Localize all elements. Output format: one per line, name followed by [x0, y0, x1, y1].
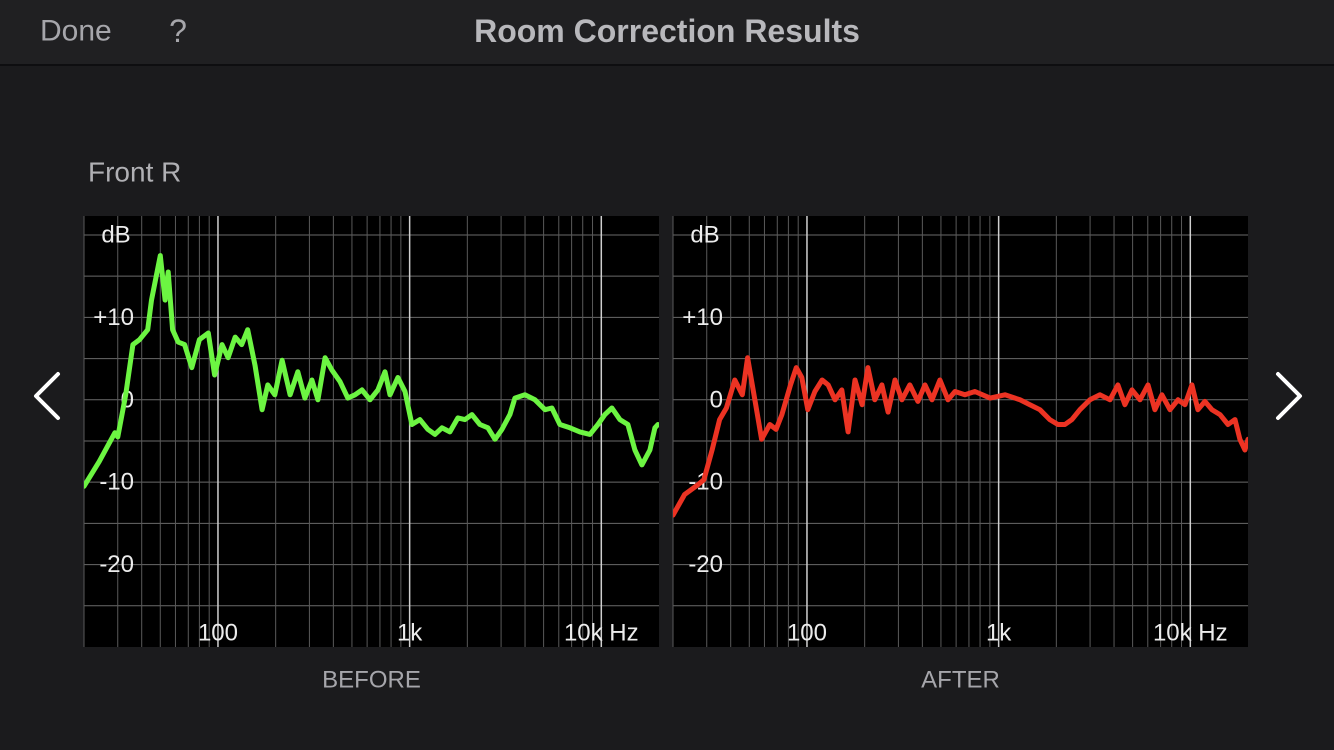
x-tick-label: 10k Hz — [564, 620, 639, 647]
x-tick-label: 1k — [397, 620, 423, 647]
y-tick-label: -20 — [99, 551, 134, 578]
x-tick-label: 1k — [986, 620, 1012, 647]
section-label: Front R — [88, 157, 181, 188]
y-tick-label: -10 — [99, 469, 134, 496]
done-button[interactable]: Done — [40, 15, 112, 48]
x-tick-label: 10k Hz — [1153, 620, 1228, 647]
y-tick-label: -20 — [688, 551, 723, 578]
header-bar — [0, 0, 1334, 65]
chart-caption: AFTER — [921, 667, 1000, 694]
next-arrow[interactable] — [1276, 372, 1302, 420]
response-curve — [673, 355, 1248, 518]
screen-title: Room Correction Results — [474, 13, 860, 49]
plot-area — [673, 216, 1248, 647]
y-axis-label: dB — [101, 222, 130, 249]
response-curve — [84, 253, 659, 489]
chart-caption: BEFORE — [322, 667, 421, 694]
plot-area — [84, 216, 659, 647]
y-tick-label: +10 — [682, 304, 723, 331]
y-axis-label: dB — [690, 222, 719, 249]
y-tick-label: +10 — [93, 304, 134, 331]
x-tick-label: 100 — [198, 620, 238, 647]
x-tick-label: 100 — [787, 620, 827, 647]
help-button[interactable]: ? — [169, 13, 187, 49]
previous-arrow[interactable] — [34, 372, 60, 420]
y-tick-label: 0 — [710, 386, 723, 413]
